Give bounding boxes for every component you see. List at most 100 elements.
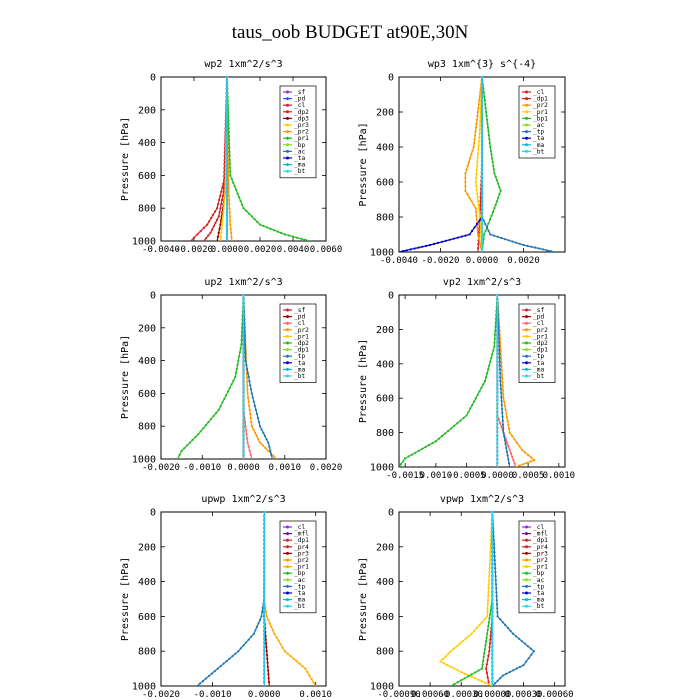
legend-label: _cl — [294, 524, 305, 531]
legend: _sf_pd_cl_dp2_dp3_pr3_pr2_pr1_bp_ac_ta_m… — [279, 85, 317, 179]
legend-label: _mfl — [533, 531, 548, 538]
series-point — [477, 140, 481, 143]
series-point — [292, 657, 295, 660]
series-point — [464, 185, 467, 188]
series-point — [459, 419, 462, 422]
y-tick-label: 1000 — [132, 682, 156, 693]
series-point — [213, 670, 216, 673]
series-point — [225, 169, 229, 172]
series-point — [456, 681, 459, 684]
series-point — [250, 392, 253, 395]
series-point — [178, 453, 181, 456]
series-point — [225, 114, 229, 118]
series-point — [271, 629, 274, 632]
series-point — [482, 383, 485, 386]
series-point — [488, 646, 491, 649]
series-point — [477, 208, 481, 211]
series-point — [209, 417, 213, 421]
series-point — [496, 434, 499, 437]
series-point — [442, 662, 446, 665]
series-point — [480, 167, 484, 170]
series-point — [480, 239, 484, 242]
series-point — [277, 639, 280, 642]
series-point — [216, 218, 219, 221]
legend-marker — [525, 374, 528, 378]
legend-marker — [525, 565, 528, 569]
legend-marker — [286, 123, 289, 127]
series-point — [225, 91, 229, 94]
series-point — [496, 426, 499, 429]
series-point — [414, 451, 417, 454]
legend-label: _dp1 — [533, 347, 548, 354]
series-point — [225, 75, 229, 79]
series-point — [534, 246, 537, 249]
series-point — [501, 411, 504, 414]
series-point — [217, 203, 220, 206]
series-point — [508, 671, 511, 674]
legend-label: _pr2 — [294, 327, 309, 334]
series-point — [225, 177, 229, 180]
series-point — [261, 610, 264, 614]
series-point — [520, 640, 524, 643]
series-point — [425, 244, 428, 247]
legend-label: _ac — [294, 577, 305, 584]
series-point — [453, 683, 456, 686]
series-point — [505, 412, 508, 415]
series-point — [485, 376, 488, 379]
series-point — [456, 236, 459, 239]
x-tick-label: 0.00000 — [473, 690, 511, 700]
series-point — [477, 678, 480, 681]
series-point — [465, 414, 468, 417]
series-point — [276, 230, 279, 233]
series-point — [518, 637, 521, 640]
legend-marker — [525, 367, 528, 371]
series-point — [480, 119, 484, 122]
series-point — [242, 348, 245, 351]
series-point — [477, 204, 480, 207]
series-point — [486, 615, 489, 618]
series-point — [263, 434, 266, 438]
legend-label: _tp — [533, 353, 544, 360]
series-point — [242, 418, 245, 422]
series-point — [475, 214, 478, 217]
series-point — [485, 110, 488, 114]
series-point — [484, 640, 488, 643]
series-point — [489, 630, 493, 634]
series-point — [227, 134, 231, 138]
series-point — [223, 203, 226, 206]
legend-label: _tp — [533, 129, 544, 136]
series-point — [490, 153, 493, 156]
legend-marker — [286, 538, 289, 542]
legend-label: _dp1 — [294, 537, 309, 544]
series-point — [491, 582, 494, 585]
series-point — [493, 555, 496, 558]
x-tick-label: -0.0005 — [448, 471, 486, 481]
series-point — [496, 422, 499, 426]
series-point — [482, 659, 485, 663]
series-point — [480, 215, 484, 218]
series-point — [242, 340, 245, 343]
series-point — [212, 414, 215, 417]
series-point — [480, 203, 484, 206]
series-point — [227, 194, 230, 197]
series-point — [216, 207, 219, 210]
series-point — [496, 313, 499, 316]
series-point — [485, 663, 488, 666]
legend-marker — [286, 525, 289, 529]
series-point — [460, 679, 463, 682]
series-point — [510, 434, 514, 438]
series-point — [491, 534, 494, 537]
series-point — [253, 404, 256, 407]
series-point — [474, 134, 477, 137]
series-point — [488, 650, 491, 653]
series-point — [495, 595, 498, 598]
series-point — [440, 434, 444, 438]
legend-marker — [525, 97, 528, 101]
series-point — [263, 641, 266, 644]
series-point — [242, 375, 245, 379]
series-point — [230, 231, 233, 234]
series-point — [501, 407, 504, 410]
series-point — [491, 609, 494, 613]
series-point — [201, 679, 205, 683]
legend-label: _ma — [294, 162, 305, 169]
